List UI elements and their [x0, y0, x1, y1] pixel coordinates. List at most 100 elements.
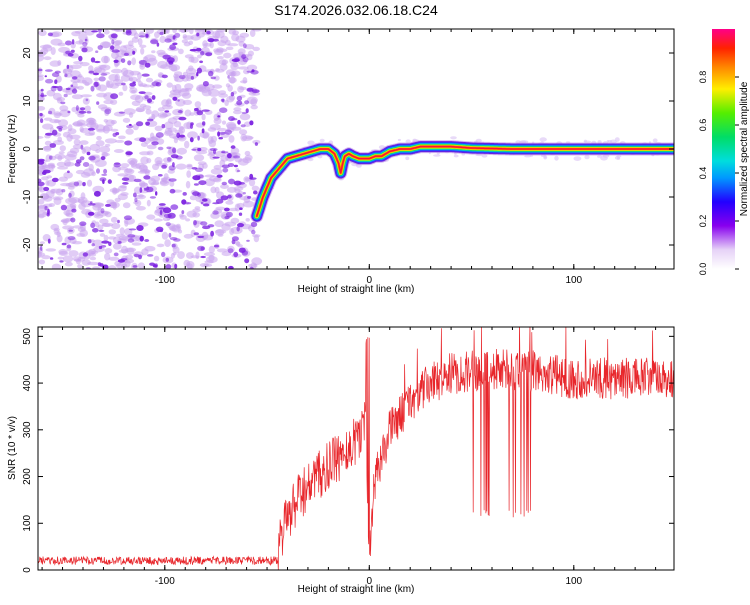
- noise-blob: [196, 32, 200, 37]
- noise-blob: [112, 40, 122, 46]
- noise-blob: [238, 158, 249, 166]
- noise-blob: [238, 247, 246, 253]
- x-tick-label: -100: [155, 275, 175, 286]
- noise-blob: [89, 143, 101, 152]
- noise-blob: [64, 261, 73, 267]
- noise-blob: [144, 62, 151, 68]
- noise-blob: [193, 232, 199, 236]
- noise-blob: [68, 229, 73, 232]
- noise-blob: [197, 135, 200, 141]
- noise-blob: [199, 192, 205, 199]
- noise-blob: [84, 29, 95, 36]
- noise-blob: [166, 82, 173, 88]
- noise-blob: [138, 194, 144, 198]
- noise-blob: [194, 107, 199, 112]
- noise-blob: [95, 50, 99, 53]
- noise-blob: [220, 184, 229, 190]
- noise-blob: [40, 118, 44, 123]
- noise-blob: [210, 97, 218, 105]
- noise-blob: [45, 132, 53, 136]
- noise-blob: [151, 81, 160, 87]
- spectrogram-noise: [38, 29, 263, 269]
- noise-blob: [45, 69, 53, 72]
- noise-blob: [71, 94, 83, 100]
- noise-blob: [112, 187, 118, 195]
- noise-blob: [84, 132, 95, 136]
- noise-blob: [75, 105, 79, 112]
- noise-blob: [127, 234, 136, 238]
- noise-blob: [80, 172, 91, 178]
- noise-blob: [146, 214, 156, 220]
- noise-blob: [216, 56, 224, 60]
- noise-blob: [162, 176, 172, 184]
- noise-blob: [169, 89, 181, 96]
- noise-blob: [225, 211, 233, 218]
- noise-blob: [223, 52, 232, 59]
- noise-blob: [190, 122, 194, 126]
- noise-blob: [249, 173, 254, 180]
- noise-blob: [102, 223, 111, 227]
- noise-blob: [80, 144, 84, 150]
- snr-xlabel: Height of straight line (km): [298, 584, 415, 595]
- noise-blob: [70, 42, 76, 49]
- noise-blob: [177, 110, 183, 114]
- noise-blob: [233, 155, 241, 159]
- noise-blob: [57, 256, 64, 260]
- noise-blob: [172, 29, 177, 34]
- noise-blob: [214, 220, 224, 228]
- noise-blob: [120, 58, 126, 63]
- noise-blob: [212, 156, 220, 159]
- noise-blob: [235, 193, 243, 198]
- noise-blob: [246, 64, 258, 71]
- noise-blob: [227, 163, 235, 167]
- noise-blob: [183, 233, 194, 239]
- noise-blob: [51, 188, 62, 194]
- noise-blob: [246, 239, 250, 242]
- noise-blob: [210, 168, 223, 175]
- noise-blob: [151, 141, 159, 146]
- noise-blob: [90, 85, 95, 92]
- noise-blob: [91, 171, 96, 177]
- noise-blob: [185, 218, 191, 222]
- ridge-speck: [606, 140, 610, 143]
- noise-blob: [230, 145, 236, 149]
- noise-blob: [174, 71, 183, 77]
- noise-blob: [244, 100, 250, 105]
- noise-blob: [132, 81, 136, 84]
- noise-blob: [234, 57, 240, 62]
- noise-blob: [242, 192, 246, 195]
- noise-blob: [210, 212, 220, 219]
- noise-blob: [221, 223, 231, 231]
- noise-blob: [249, 120, 254, 126]
- noise-blob: [231, 239, 236, 245]
- noise-blob: [100, 156, 106, 161]
- noise-blob: [208, 88, 220, 97]
- noise-blob: [227, 43, 239, 47]
- noise-blob: [202, 198, 208, 202]
- noise-blob: [112, 132, 117, 137]
- spectrogram-ylabel: Frequency (Hz): [7, 115, 18, 184]
- noise-blob: [57, 166, 69, 170]
- noise-blob: [136, 121, 144, 127]
- noise-blob: [208, 70, 214, 77]
- noise-blob: [99, 218, 109, 224]
- noise-blob: [82, 41, 88, 47]
- noise-blob: [199, 60, 204, 64]
- noise-blob: [158, 203, 166, 206]
- noise-blob: [40, 245, 43, 251]
- noise-blob: [72, 88, 78, 94]
- ridge-speck: [450, 136, 457, 140]
- noise-blob: [100, 208, 105, 214]
- noise-blob: [227, 75, 230, 79]
- noise-blob: [45, 248, 57, 252]
- ridge-speck: [481, 154, 488, 158]
- noise-blob: [76, 258, 81, 265]
- noise-blob: [178, 88, 190, 97]
- noise-blob: [73, 61, 84, 65]
- noise-blob: [111, 68, 123, 74]
- colorbar-label: Normalized spectral amplitude: [739, 81, 750, 216]
- noise-blob: [125, 151, 133, 156]
- y-tick-label: -20: [22, 237, 33, 252]
- noise-blob: [192, 212, 200, 218]
